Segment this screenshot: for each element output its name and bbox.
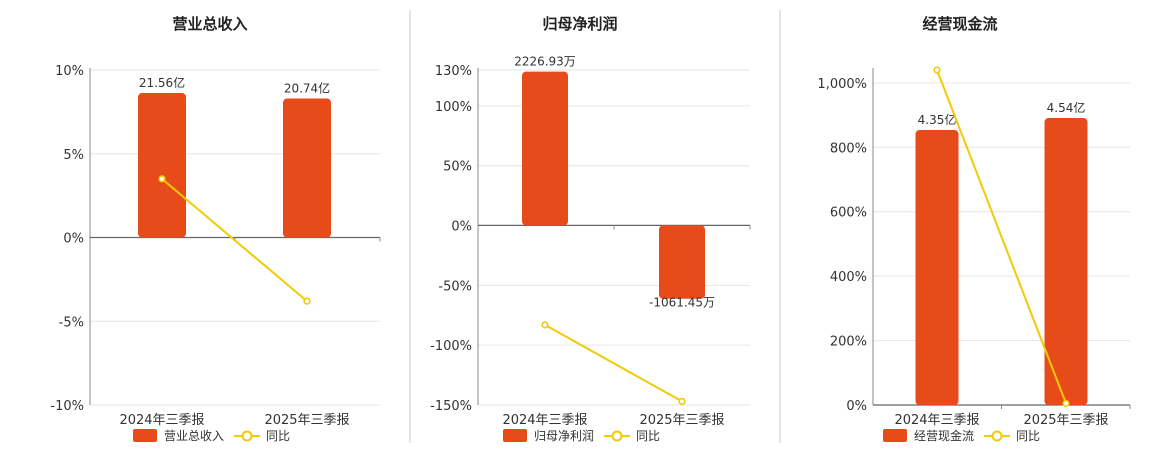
- y-tick-label: -150%: [430, 399, 472, 414]
- chart-title: 归母净利润: [542, 15, 617, 33]
- legend-bar-label: 经营现金流: [914, 428, 974, 443]
- y-tick-label: 5%: [63, 148, 84, 163]
- y-tick-label: 0%: [451, 220, 472, 235]
- y-tick-label: 50%: [443, 160, 472, 175]
- yoy-point: [933, 66, 941, 74]
- legend-line-label: 同比: [1016, 429, 1040, 443]
- bar-data-label: 4.35亿: [918, 112, 957, 127]
- bar: [1044, 118, 1088, 406]
- y-tick-label: 0%: [63, 232, 84, 247]
- legend-bar-swatch: [133, 429, 157, 442]
- y-tick-label: 800%: [830, 141, 867, 156]
- legend-bar-swatch: [503, 429, 527, 442]
- yoy-point: [158, 175, 166, 183]
- chart-title: 经营现金流: [922, 15, 997, 33]
- chart-panel-2: 归母净利润 130% 100% 50% 0% -50% -100% -150% 2226.93万…: [430, 15, 751, 443]
- y-tick-label: -5%: [59, 315, 84, 330]
- bar: [522, 71, 568, 226]
- y-tick-label: -100%: [430, 339, 472, 354]
- y-tick-label: 600%: [830, 206, 867, 221]
- bar-data-label: -1061.45万: [649, 296, 715, 310]
- x-category-label: 2025年三季报: [639, 413, 724, 428]
- bar: [138, 93, 186, 238]
- y-tick-label: 130%: [435, 64, 472, 79]
- yoy-point: [678, 397, 686, 406]
- y-tick-label: 0%: [846, 399, 867, 414]
- legend-line-label: 同比: [266, 429, 290, 443]
- yoy-point: [303, 297, 311, 305]
- y-tick-label: 10%: [55, 64, 84, 79]
- bar: [283, 98, 331, 238]
- bar: [659, 225, 705, 299]
- legend-bar-label: 归母净利润: [534, 429, 594, 443]
- legend-bar-swatch: [883, 429, 907, 442]
- y-tick-label: -50%: [438, 279, 472, 294]
- legend-line-marker: [991, 430, 1003, 442]
- y-tick-label: 1,000%: [817, 77, 867, 92]
- x-category-label: 2024年三季报: [894, 413, 979, 428]
- bar-data-label: 2226.93万: [514, 55, 576, 69]
- y-tick-label: 200%: [830, 335, 867, 350]
- legend-line-marker: [241, 430, 253, 442]
- yoy-point: [1062, 399, 1070, 407]
- bar-data-label: 20.74亿: [284, 81, 330, 96]
- chart-panel-1: 营业总收入 10% 5% 0% -5% -10% 21.56亿 20.74亿 2024年三季报 2…: [50, 15, 381, 443]
- x-category-label: 2025年三季报: [264, 413, 349, 428]
- y-tick-label: 100%: [435, 100, 472, 115]
- chart-title: 营业总收入: [172, 15, 247, 33]
- legend-line-marker: [611, 430, 623, 442]
- x-category-label: 2025年三季报: [1023, 413, 1108, 428]
- yoy-line: [161, 178, 308, 302]
- bar: [915, 130, 959, 405]
- y-tick-label: -10%: [50, 399, 84, 414]
- yoy-point: [541, 321, 549, 329]
- legend-line-label: 同比: [636, 429, 660, 443]
- yoy-line: [936, 69, 1067, 404]
- x-category-label: 2024年三季报: [119, 413, 204, 428]
- bar-data-label: 4.54亿: [1047, 100, 1086, 115]
- x-category-label: 2024年三季报: [502, 413, 587, 428]
- legend-bar-label: 营业总收入: [164, 429, 224, 443]
- chart-panel-3: 经营现金流 1,000% 800% 600% 400% 200% 0% 4.35亿 4.54亿 2…: [817, 15, 1131, 443]
- y-tick-label: 400%: [830, 270, 867, 285]
- yoy-line: [544, 323, 683, 403]
- bar-data-label: 21.56亿: [139, 75, 185, 90]
